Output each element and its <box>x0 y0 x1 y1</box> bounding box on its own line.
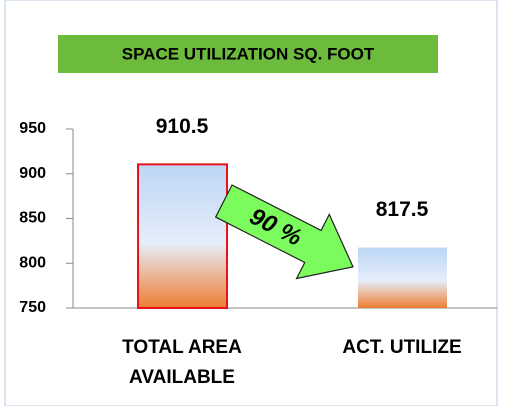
y-tick-label: 750 <box>19 299 46 316</box>
annotation-arrow: 90 % <box>214 184 354 280</box>
data-label: 910.5 <box>156 115 209 138</box>
y-tick-label: 800 <box>19 254 46 271</box>
y-tick-label: 950 <box>19 120 46 137</box>
y-tick-label: 900 <box>19 165 46 182</box>
frame <box>4 0 498 406</box>
chart-title: SPACE UTILIZATION SQ. FOOT <box>122 44 375 63</box>
data-label: 817.5 <box>376 198 429 221</box>
title-box <box>58 35 438 73</box>
bar <box>137 163 228 309</box>
bar <box>358 247 447 308</box>
y-tick-label: 850 <box>19 210 46 227</box>
arrow-shape <box>214 184 354 280</box>
x-tick-label: TOTAL AREA AVAILABLE <box>122 337 242 388</box>
x-tick-label: ACT. UTILIZE <box>342 337 462 358</box>
